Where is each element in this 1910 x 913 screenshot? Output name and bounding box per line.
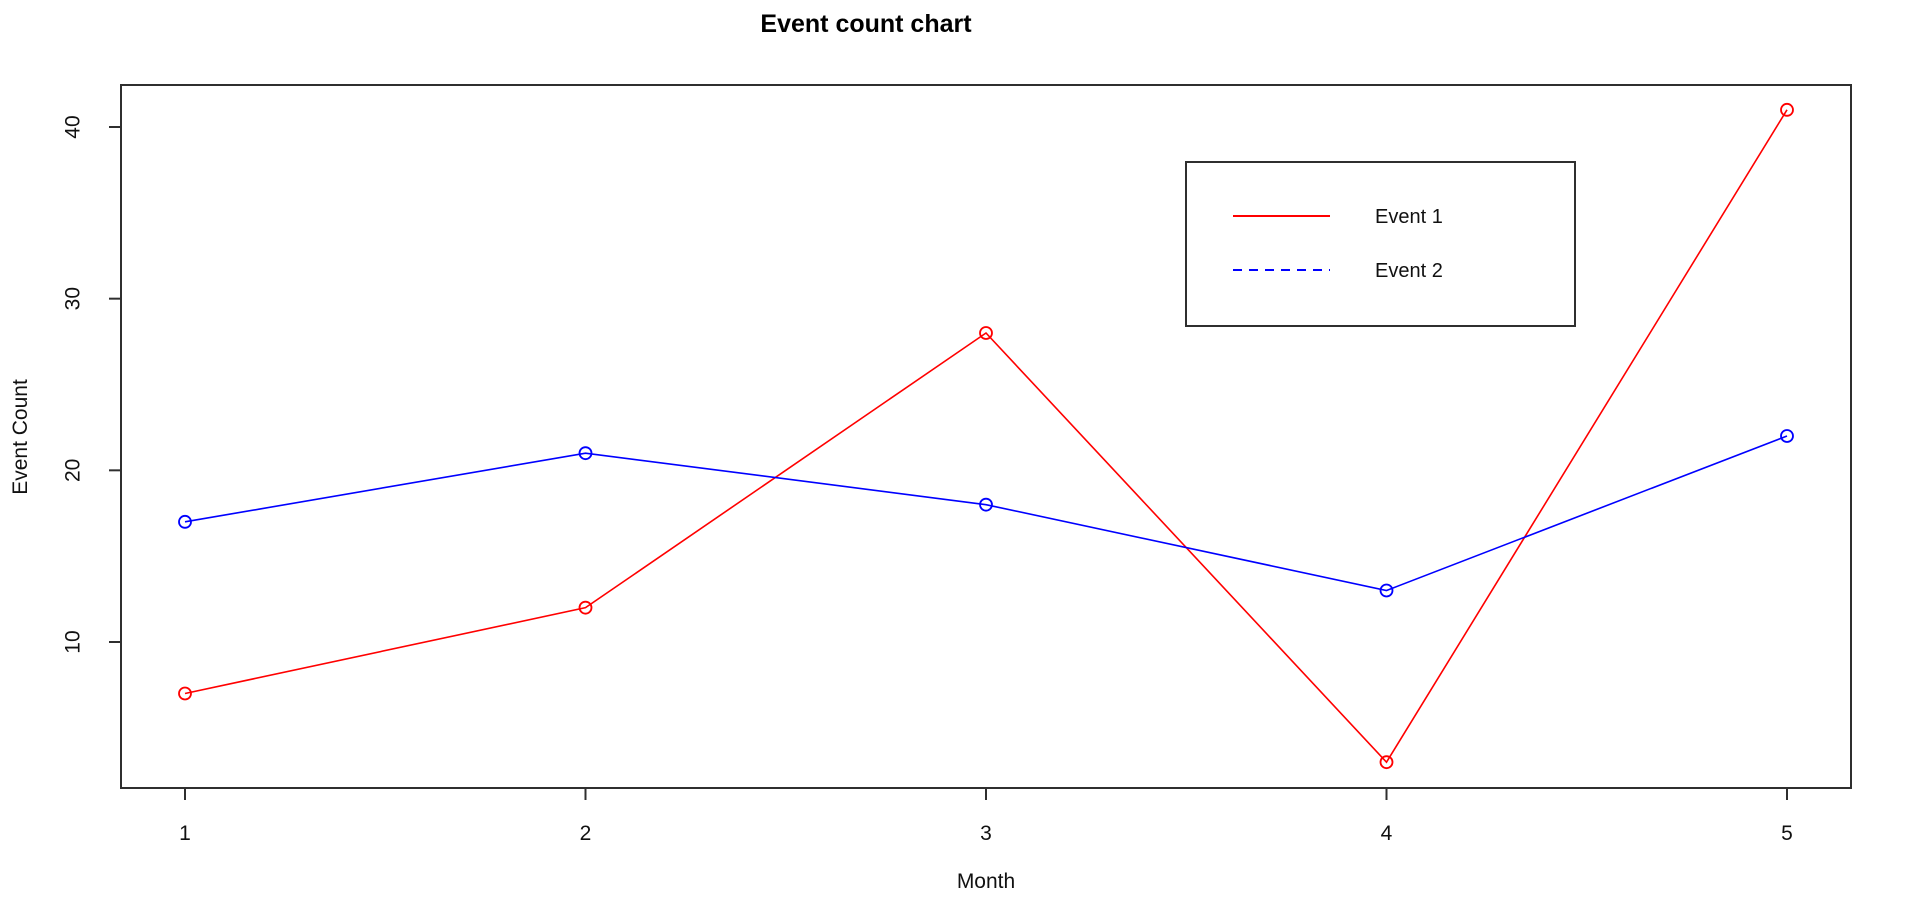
event2-point-5 [1780, 429, 1794, 443]
x-tick-label: 3 [980, 822, 992, 845]
event2-point-4 [1379, 583, 1394, 598]
event2-point-3 [979, 497, 993, 512]
event2-point-1 [178, 514, 192, 529]
event1-line [184, 109, 1788, 764]
x-tick-label: 2 [580, 822, 592, 845]
plot-box [120, 84, 1852, 789]
legend: Event 1 Event 2 [1185, 161, 1576, 327]
legend-label-event2: Event 2 [1375, 260, 1443, 282]
x-tick-label: 4 [1381, 822, 1393, 845]
y-tick-label: 30 [62, 287, 85, 310]
legend-box [1185, 161, 1576, 327]
x-tick-label: 5 [1781, 822, 1793, 845]
event2-point-2 [578, 446, 593, 461]
series-lines [184, 109, 1788, 764]
chart-title: Event count chart [760, 10, 972, 38]
x-axis-ticks: 1 2 3 4 5 [179, 788, 1793, 845]
legend-label-event1: Event 1 [1375, 206, 1443, 228]
series-markers [178, 102, 1794, 770]
event1-point-2 [578, 600, 593, 615]
x-tick-label: 1 [179, 822, 191, 845]
y-tick-label: 20 [62, 459, 85, 482]
y-tick-label: 10 [62, 630, 85, 653]
x-axis-label: Month [957, 870, 1015, 893]
event1-point-5 [1780, 102, 1794, 117]
y-axis-ticks: 10 20 30 40 [62, 115, 121, 654]
event1-point-1 [178, 686, 192, 701]
y-axis-label: Event Count [9, 379, 32, 495]
y-tick-label: 40 [62, 115, 85, 138]
event1-point-4 [1379, 755, 1394, 770]
event1-point-3 [979, 326, 993, 340]
event2-line [184, 435, 1788, 592]
